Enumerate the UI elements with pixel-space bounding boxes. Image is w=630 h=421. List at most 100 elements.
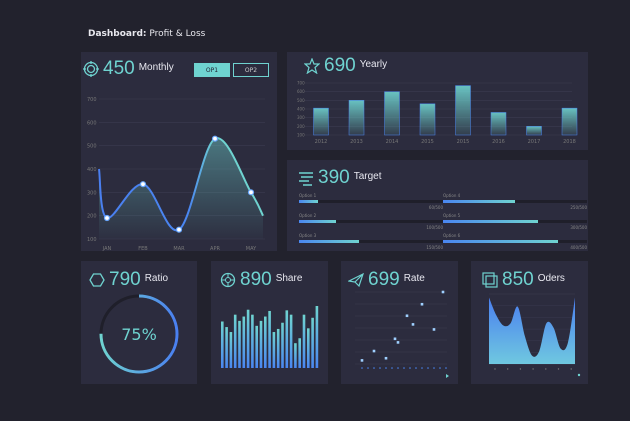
next-dot-icon: [577, 373, 581, 377]
option-name: Option 2: [299, 213, 317, 218]
bar: [255, 325, 258, 368]
y-tick-label: 400: [87, 167, 97, 173]
bar: [285, 310, 289, 368]
target-card: [287, 160, 588, 251]
orders-chart: [489, 293, 581, 377]
bar: [313, 107, 329, 136]
data-point: [139, 181, 147, 188]
x-tick: [391, 367, 393, 369]
data-point: [211, 135, 219, 142]
x-tick: [397, 367, 399, 369]
data-point: [432, 328, 436, 331]
bar: [229, 332, 233, 368]
y-tick-label: 300: [297, 115, 305, 120]
bar: [307, 328, 310, 368]
y-tick-label: 200: [297, 124, 305, 129]
x-tick: [507, 368, 509, 370]
area-fill: [489, 297, 575, 364]
bar: [311, 317, 314, 368]
layers-icon: [299, 172, 313, 186]
y-tick-label: 400: [297, 107, 305, 112]
x-tick-label: 2017: [528, 139, 541, 145]
op1-button[interactable]: OP1: [194, 63, 230, 77]
orders-label: Oders: [537, 272, 565, 284]
option-progress: [299, 240, 443, 243]
option-name: Option 6: [443, 233, 461, 238]
share-label: Share: [275, 272, 303, 284]
x-tick-label: 2016: [492, 139, 505, 145]
bar: [268, 310, 271, 368]
data-point: [247, 189, 255, 196]
option-progress: [299, 220, 443, 223]
x-tick: [409, 367, 411, 369]
option-progress: [443, 240, 587, 243]
x-tick-label: APR: [210, 246, 220, 252]
bar: [526, 126, 542, 136]
data-point: [393, 337, 397, 341]
data-point: [420, 302, 424, 306]
ratio-percent: 75%: [121, 325, 157, 344]
target-icon: [83, 61, 99, 77]
bar: [289, 314, 293, 368]
data-point: [175, 226, 183, 233]
bar: [281, 322, 284, 368]
bar: [264, 316, 267, 368]
data-point: [103, 214, 111, 222]
x-tick: [385, 367, 387, 369]
option-value: 150/500: [426, 245, 443, 250]
data-point: [441, 290, 445, 294]
rate-value: 699: [368, 269, 400, 290]
yearly-value: 690: [324, 55, 356, 76]
x-tick: [570, 368, 572, 370]
ratio-card: [81, 261, 197, 384]
option-value: 60/500: [428, 205, 443, 210]
y-tick-label: 500: [297, 98, 305, 103]
monthly-label: Monthly: [138, 61, 174, 73]
rate-label: Rate: [403, 272, 425, 284]
x-tick-label: MAY: [246, 246, 257, 252]
x-tick: [379, 367, 381, 369]
next-arrow-icon: [446, 374, 449, 378]
y-tick-label: 700: [297, 81, 305, 86]
bar: [246, 309, 250, 368]
y-tick-label: 600: [297, 89, 305, 94]
option-name: Option 1: [299, 193, 317, 198]
data-point: [372, 349, 376, 353]
x-tick-label: 2014: [386, 139, 399, 145]
option-value: 250/500: [570, 205, 587, 210]
x-tick: [545, 368, 547, 370]
option-name: Option 5: [443, 213, 461, 218]
bar: [294, 343, 297, 368]
y-tick-label: 200: [87, 214, 97, 220]
option-name: Option 4: [443, 193, 461, 198]
star-icon: [304, 58, 320, 74]
x-tick-label: 2013: [350, 139, 363, 145]
x-tick-label: JAN: [102, 246, 112, 252]
bar: [225, 327, 228, 368]
bar: [315, 306, 319, 368]
bar: [561, 107, 578, 136]
bar: [419, 103, 436, 136]
bar: [259, 320, 263, 368]
bar: [242, 316, 246, 368]
target-label: Target: [353, 170, 382, 182]
x-tick: [367, 367, 369, 369]
x-tick: [445, 367, 447, 369]
op2-button[interactable]: OP2: [233, 63, 269, 77]
bar: [221, 321, 224, 368]
option-value: 100/500: [426, 225, 443, 230]
target-value: 390: [318, 167, 350, 188]
bar: [302, 314, 306, 368]
option-progress: [299, 200, 443, 203]
ratio-gauge: 75%: [99, 294, 179, 374]
option-value: 300/500: [570, 225, 587, 230]
data-point: [396, 341, 400, 344]
target-option: Option 5 300/500: [443, 213, 587, 230]
yearly-label: Yearly: [359, 58, 388, 70]
x-tick: [557, 368, 560, 370]
y-tick-label: 300: [87, 190, 97, 196]
squares-icon: [482, 272, 498, 288]
hexagon-icon: [89, 273, 105, 287]
bar: [348, 100, 365, 136]
y-tick-label: 500: [87, 144, 97, 150]
